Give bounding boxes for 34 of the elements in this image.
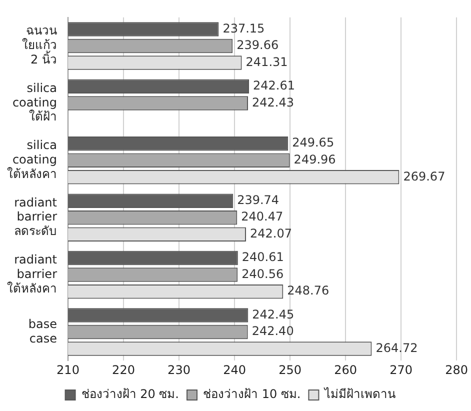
x-tick-label: 220 (112, 362, 135, 377)
data-label: 248.76 (287, 284, 330, 298)
y-tick-label: radiant barrier ลดระดับ (14, 195, 58, 238)
data-label: 242.40 (252, 324, 294, 338)
y-tick-label: silica coating ใต้หลังคา (7, 138, 57, 181)
data-label: 241.31 (246, 54, 288, 69)
data-label: 264.72 (376, 340, 418, 355)
x-tick-label: 250 (278, 362, 302, 377)
x-tick-label: 240 (223, 362, 246, 377)
x-tick-label: 260 (334, 362, 357, 377)
legend-label: ช่องว่างฝ้า 10 ซม. (203, 387, 301, 402)
x-tick-label: 280 (445, 362, 468, 377)
data-label: 239.66 (236, 38, 279, 52)
y-tick-label: ฉนวน ใยแก้ว 2 นิ้ว (22, 24, 57, 67)
data-label: 269.67 (403, 169, 446, 184)
data-label: 237.15 (222, 21, 265, 36)
y-tick-label: silica coating ใต้ฝ้า (12, 80, 57, 124)
legend-label: ช่องว่างฝ้า 20 ซม. (81, 387, 180, 402)
data-label: 239.74 (237, 192, 280, 207)
data-label: 242.07 (250, 226, 292, 241)
data-label: 240.56 (242, 266, 284, 281)
data-label: 242.45 (252, 307, 294, 322)
data-label: 240.61 (242, 250, 284, 264)
y-tick-label: base case (28, 316, 57, 346)
data-label: 240.47 (241, 210, 284, 224)
legend-label: ไม่มีฝ้าเพดาน (324, 387, 396, 402)
data-label: 249.96 (294, 152, 336, 167)
x-tick-label: 210 (56, 362, 80, 377)
x-tick-label: 270 (390, 362, 412, 377)
data-label: 242.43 (252, 95, 294, 110)
x-tick-label: 230 (168, 362, 190, 377)
y-tick-label: radiant barrier ใต้หลังคา (7, 252, 58, 296)
data-label: 249.65 (292, 136, 334, 150)
data-label: 242.61 (253, 78, 296, 93)
